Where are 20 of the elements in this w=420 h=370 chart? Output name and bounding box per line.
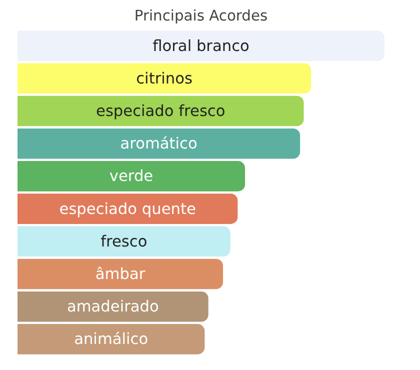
- y-tick-label: especiado fresco: [96, 102, 226, 120]
- y-tick-label: verde: [109, 167, 154, 186]
- bar: [18, 194, 238, 224]
- y-tick-label: amadeirado: [66, 298, 159, 316]
- bar: [18, 324, 205, 354]
- y-tick-label: floral branco: [152, 36, 250, 55]
- chart-title: Principais Acordes: [134, 8, 268, 24]
- y-tick-label: aromático: [120, 134, 198, 153]
- y-tick-label: âmbar: [95, 265, 146, 283]
- bar: [18, 96, 304, 126]
- bar: [18, 258, 224, 290]
- bar: [18, 226, 230, 257]
- bar: [18, 161, 246, 192]
- bar: [18, 63, 312, 94]
- bar: [18, 128, 300, 159]
- bar: [18, 291, 208, 322]
- y-tick-label: animálico: [74, 330, 148, 348]
- y-tick-label: citrinos: [136, 69, 192, 88]
- y-tick-label: especiado quente: [59, 200, 196, 218]
- y-tick-label: fresco: [100, 232, 148, 250]
